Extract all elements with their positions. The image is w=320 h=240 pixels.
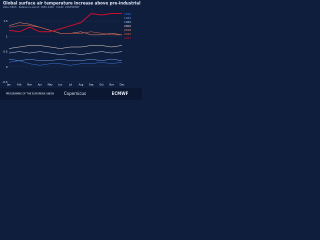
chart-subtitle: Data: ERA5 · Reference period: 1850-1900… <box>3 6 80 9</box>
legend-label: 2000 <box>124 24 131 28</box>
x-tick-label: Oct <box>99 84 103 87</box>
x-tick-label: Jan <box>6 84 11 87</box>
background <box>0 0 142 100</box>
y-tick-label: 1 <box>6 34 8 38</box>
legend-label: 1960 <box>124 16 131 20</box>
legend-label: 2023 <box>124 36 131 40</box>
x-tick-label: Jul <box>68 84 72 87</box>
footer-eu: PROGRAMME OF THE EUROPEAN UNION <box>6 93 54 96</box>
footer-copernicus: Copernicus <box>64 91 86 96</box>
x-tick-label: Dec <box>120 84 125 87</box>
legend-label: 2020 <box>124 32 131 36</box>
legend-label: 1940 <box>124 12 131 16</box>
series-line <box>8 45 123 49</box>
legend-label: 2016 <box>124 28 131 32</box>
y-tick-label: 0 <box>6 65 8 69</box>
x-tick-label: Aug <box>79 84 84 87</box>
x-tick-label: Sep <box>89 84 94 87</box>
series-line <box>8 58 123 61</box>
x-tick-label: Jun <box>57 84 62 87</box>
footer-ecmwf: ECMWF <box>112 91 129 96</box>
y-tick-label: 1.5 <box>3 19 7 23</box>
x-tick-label: Apr <box>38 84 42 87</box>
chart: Global surface air temperature increase … <box>0 0 142 100</box>
x-tick-label: Feb <box>17 84 22 87</box>
y-tick-label: 0.5 <box>3 50 7 54</box>
x-tick-label: May <box>48 84 54 87</box>
legend-label: 1980 <box>124 20 131 24</box>
series-line <box>8 12 122 33</box>
series-line <box>8 25 122 36</box>
x-tick-label: Mar <box>27 84 32 87</box>
series-line <box>8 51 123 55</box>
x-tick-label: Nov <box>109 84 114 87</box>
footer-band <box>0 88 142 100</box>
chart-title: Global surface air temperature increase … <box>3 1 141 6</box>
series-line <box>8 60 123 66</box>
y-tick-label: -0.5 <box>2 80 7 84</box>
